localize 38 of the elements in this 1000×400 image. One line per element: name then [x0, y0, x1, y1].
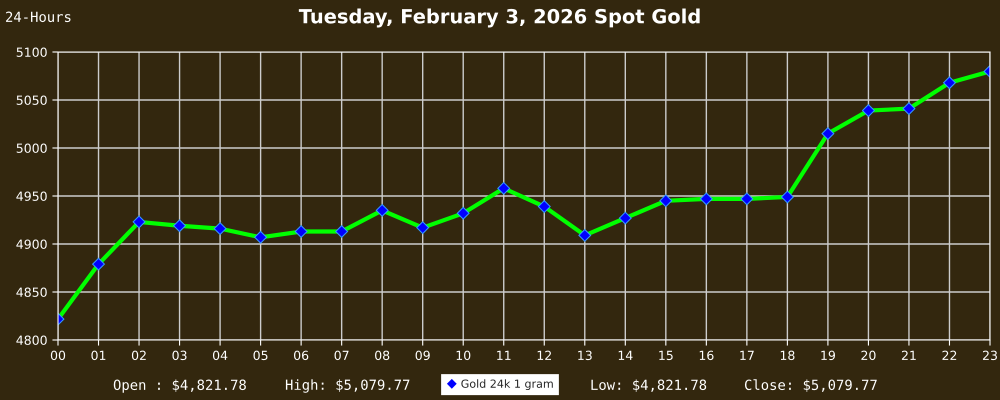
x-tick-label: 12 [538, 350, 551, 360]
x-tick-label: 00 [50, 350, 66, 360]
x-tick-label: 09 [416, 350, 430, 360]
text: High: $5,079.77 [286, 379, 410, 393]
chart-title: Tuesday, February 3, 2026 Spot Gold [298, 8, 700, 28]
x-tick-label: 04 [212, 350, 228, 360]
y-tick-label: 4850 [16, 287, 47, 297]
x-tick-label: 02 [132, 350, 146, 360]
x-tick-label: 18 [780, 350, 794, 360]
x-tick-label: 01 [91, 350, 106, 360]
x-tick-label: 05 [253, 350, 268, 360]
y-tick-label: 4900 [16, 239, 47, 249]
x-tick-label: 15 [659, 350, 673, 360]
x-tick-label: 22 [942, 350, 956, 360]
y-tick-label: 4950 [16, 191, 47, 201]
x-tick-label: 14 [618, 350, 633, 360]
x-tick-label: 16 [700, 350, 714, 360]
text: Open : $4,821.78 [114, 379, 246, 393]
x-tick-label: 10 [456, 350, 470, 360]
x-tick-label: 21 [902, 350, 916, 360]
legend-label: Gold 24k 1 gram [461, 379, 553, 390]
x-tick-label: 06 [294, 350, 308, 360]
text: 24-Hours [6, 12, 71, 22]
y-tick-label: 5050 [16, 95, 47, 105]
text: Low: $4,821.78 [591, 379, 706, 392]
x-tick-label: 20 [861, 350, 876, 360]
x-tick-label: 17 [740, 350, 754, 360]
y-tick-label: 4800 [16, 335, 47, 345]
text: Close: $5,079.77 [744, 379, 877, 392]
x-tick-label: 08 [375, 350, 390, 360]
x-tick-label: 11 [497, 350, 511, 360]
y-tick-label: 5000 [16, 143, 47, 153]
x-tick-label: 07 [334, 350, 349, 360]
y-tick-label: 5100 [16, 47, 47, 57]
x-tick-label: 23 [982, 350, 997, 360]
x-tick-label: 13 [578, 350, 592, 360]
x-tick-label: 19 [821, 350, 835, 360]
x-tick-label: 03 [172, 350, 187, 360]
